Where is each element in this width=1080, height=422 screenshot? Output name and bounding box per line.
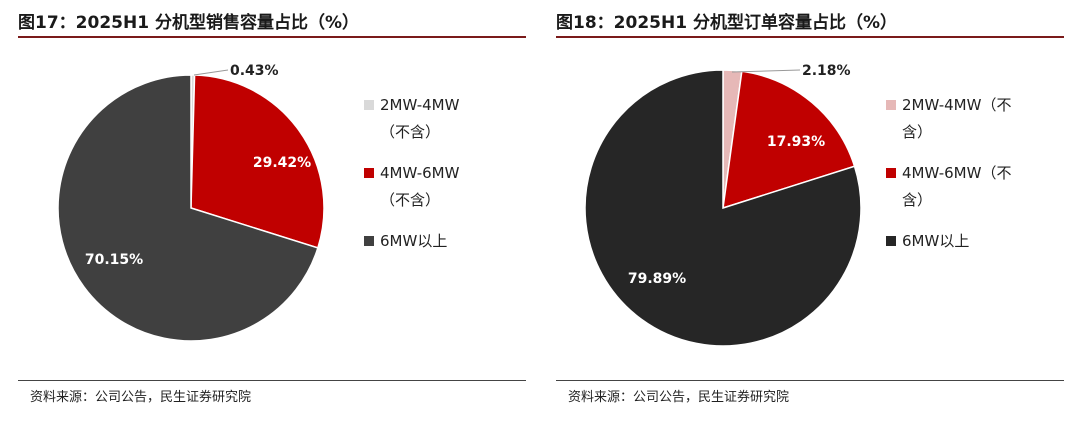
source-rule [18,380,526,381]
legend-item: 4MW-6MW（不含） [886,160,1011,214]
chart-title: 图18：2025H1 分机型订单容量占比（%） [556,13,897,33]
pie-slice [584,69,862,347]
chart-legend: 2MW-4MW（不含） 4MW-6MW（不含） 6MW以上 [886,92,1011,269]
chart-legend: 2MW-4MW（不含） 4MW-6MW（不含） 6MW以上 [364,92,459,269]
legend-item: 2MW-4MW（不含） [886,92,1011,146]
data-label: 29.42% [253,155,311,171]
legend-swatch [364,168,374,178]
chart-title: 图17：2025H1 分机型销售容量占比（%） [18,13,359,33]
pie-slice [190,74,325,249]
legend-swatch [364,236,374,246]
leader-line [731,69,801,73]
title-rule [556,36,1064,38]
data-label: 79.89% [628,271,686,287]
legend-label: 6MW以上 [902,232,970,250]
legend-swatch [886,236,896,246]
chart-panel-left: 图17：2025H1 分机型销售容量占比（%） 0.43% 29.42% 70.15… [18,0,526,422]
legend-label: 2MW-4MW（不含） [380,96,460,141]
source-note: 资料来源：公司公告，民生证券研究院 [568,390,790,405]
legend-label: 4MW-6MW（不含） [380,164,460,209]
legend-label: 4MW-6MW（不含） [902,164,1012,209]
pie-slice [722,70,856,210]
pie-chart-sales: 0.43% 29.42% 70.15% [57,63,325,342]
source-note: 资料来源：公司公告，民生证券研究院 [30,390,252,405]
data-label: 0.43% [230,63,279,79]
source-rule [556,380,1064,381]
data-label: 70.15% [85,252,143,268]
legend-swatch [364,100,374,110]
legend-swatch [886,100,896,110]
pie-chart-orders: 2.18% 17.93% 79.89% [584,63,862,347]
legend-swatch [886,168,896,178]
data-label: 17.93% [767,134,825,150]
legend-label: 2MW-4MW（不含） [902,96,1012,141]
legend-label: 6MW以上 [380,232,448,250]
title-rule [18,36,526,38]
pie-slice [57,74,319,342]
legend-item: 2MW-4MW（不含） [364,92,459,146]
leader-line [193,69,229,76]
data-label: 2.18% [802,63,851,79]
legend-item: 6MW以上 [364,228,459,255]
legend-item: 6MW以上 [886,228,1011,255]
legend-item: 4MW-6MW（不含） [364,160,459,214]
chart-panel-right: 图18：2025H1 分机型订单容量占比（%） 2.18% 17.93% 79.89… [556,0,1064,422]
